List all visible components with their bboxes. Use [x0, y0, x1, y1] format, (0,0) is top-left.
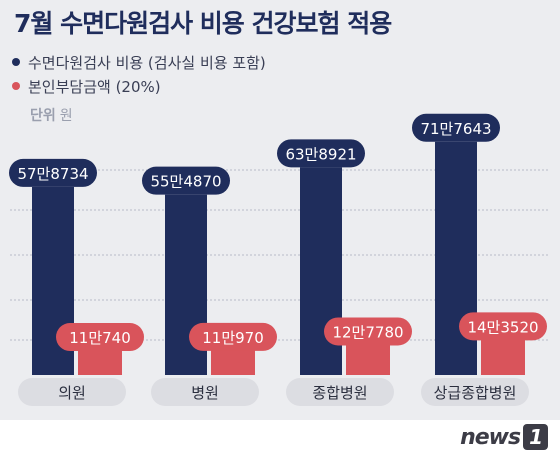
- category-pill: [286, 378, 394, 406]
- category-label: 상급종합병원: [434, 384, 517, 402]
- page-title: 7월 수면다원검사 비용 건강보험 적용: [14, 9, 392, 38]
- legend-dot-total: [12, 58, 20, 66]
- bar-chart: 의원 57만8734 11만740 병원 55만4870 11만970 종합병원 63만892…: [9, 113, 550, 406]
- bar-copay-label: 11만970: [202, 329, 264, 347]
- bar-total-label-bg: [142, 166, 230, 195]
- bar-copay-label: 14만3520: [467, 318, 538, 336]
- unit-value: 원: [59, 108, 73, 124]
- logo-text: news: [460, 424, 521, 450]
- bar-copay-label-bg: [459, 312, 547, 341]
- unit-title: 단위: [30, 108, 56, 124]
- bar-total-label: 57만8734: [17, 165, 88, 183]
- logo-badge: 1: [523, 424, 548, 450]
- unit-label: 단위 원: [30, 105, 73, 125]
- category-label: 의원: [58, 384, 86, 402]
- category-pill: [18, 378, 126, 406]
- legend-label-total: 수면다원검사 비용 (검사실 비용 포함): [28, 53, 266, 72]
- bar-total-label-bg: [9, 158, 97, 187]
- legend-label-copay: 본인부담금액 (20%): [28, 77, 161, 96]
- legend-dot-copay: [12, 82, 20, 90]
- category-label: 병원: [191, 384, 219, 402]
- legend: 수면다원검사 비용 (검사실 비용 포함) 본인부담금액 (20%): [12, 50, 266, 98]
- bar-total-label: 63만8921: [285, 145, 356, 163]
- bar-copay-label: 12만7780: [332, 323, 403, 341]
- bar-total-label: 71만7643: [420, 120, 491, 138]
- category-label: 종합병원: [312, 384, 367, 402]
- category-pill: [421, 378, 529, 406]
- bar-total-label-bg: [277, 139, 365, 168]
- bar-total-label-bg: [412, 113, 500, 142]
- legend-item-copay: 본인부담금액 (20%): [12, 74, 266, 98]
- bar-copay-label: 11만740: [69, 329, 131, 347]
- bar-copay-label-bg: [324, 317, 412, 346]
- footer: news 1: [0, 420, 560, 466]
- news1-logo: news 1: [460, 424, 548, 450]
- bar-copay-label-bg: [189, 322, 277, 351]
- bar-total-label: 55만4870: [150, 173, 221, 191]
- bar-copay-label-bg: [56, 323, 144, 352]
- category-pill: [151, 378, 259, 406]
- legend-item-total: 수면다원검사 비용 (검사실 비용 포함): [12, 50, 266, 74]
